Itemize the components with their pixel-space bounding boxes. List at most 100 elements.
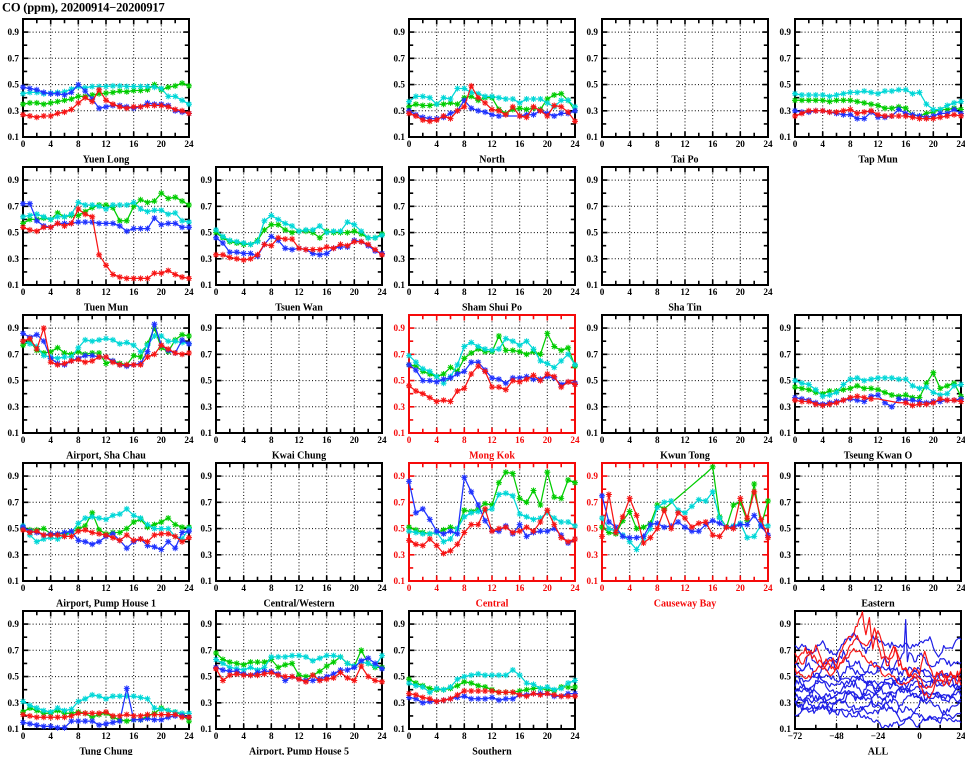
svg-text:0.5: 0.5 bbox=[587, 80, 599, 90]
svg-text:0: 0 bbox=[214, 731, 219, 741]
svg-text:0.9: 0.9 bbox=[780, 27, 792, 37]
svg-text:0.3: 0.3 bbox=[8, 550, 20, 560]
svg-text:0.9: 0.9 bbox=[8, 619, 20, 629]
svg-text:0.5: 0.5 bbox=[587, 228, 599, 238]
svg-text:16: 16 bbox=[129, 435, 139, 445]
svg-text:16: 16 bbox=[129, 287, 139, 297]
svg-text:20: 20 bbox=[157, 435, 167, 445]
svg-text:0.5: 0.5 bbox=[394, 228, 406, 238]
svg-text:0.7: 0.7 bbox=[587, 201, 599, 211]
svg-text:0.9: 0.9 bbox=[587, 323, 599, 333]
svg-text:4: 4 bbox=[627, 139, 632, 149]
svg-text:12: 12 bbox=[101, 287, 111, 297]
svg-text:4: 4 bbox=[434, 731, 439, 741]
svg-text:0.7: 0.7 bbox=[780, 497, 792, 507]
svg-text:8: 8 bbox=[76, 731, 81, 741]
svg-text:0: 0 bbox=[214, 583, 219, 593]
svg-text:16: 16 bbox=[322, 435, 332, 445]
svg-text:0.1: 0.1 bbox=[201, 428, 213, 438]
svg-text:0.5: 0.5 bbox=[201, 376, 213, 386]
svg-text:16: 16 bbox=[515, 287, 525, 297]
svg-text:4: 4 bbox=[48, 287, 53, 297]
svg-text:24: 24 bbox=[763, 287, 773, 297]
svg-text:0.3: 0.3 bbox=[394, 402, 406, 412]
svg-text:16: 16 bbox=[322, 583, 332, 593]
svg-text:16: 16 bbox=[129, 139, 139, 149]
svg-text:Causeway Bay: Causeway Bay bbox=[654, 599, 717, 610]
svg-text:4: 4 bbox=[820, 435, 825, 445]
svg-text:20: 20 bbox=[543, 583, 553, 593]
svg-text:24: 24 bbox=[184, 139, 194, 149]
svg-text:24: 24 bbox=[570, 435, 580, 445]
svg-text:0.7: 0.7 bbox=[394, 349, 406, 359]
svg-text:8: 8 bbox=[76, 139, 81, 149]
svg-text:12: 12 bbox=[101, 435, 111, 445]
svg-text:4: 4 bbox=[241, 583, 246, 593]
svg-text:4: 4 bbox=[627, 583, 632, 593]
svg-text:Southern: Southern bbox=[472, 747, 512, 756]
svg-text:16: 16 bbox=[129, 583, 139, 593]
svg-text:0.7: 0.7 bbox=[780, 645, 792, 655]
svg-text:0.5: 0.5 bbox=[201, 228, 213, 238]
svg-text:0: 0 bbox=[407, 731, 412, 741]
svg-text:16: 16 bbox=[322, 731, 332, 741]
svg-text:20: 20 bbox=[543, 435, 553, 445]
svg-text:0.1: 0.1 bbox=[394, 724, 406, 734]
svg-text:24: 24 bbox=[377, 287, 387, 297]
svg-text:0.9: 0.9 bbox=[8, 323, 20, 333]
svg-text:4: 4 bbox=[48, 435, 53, 445]
svg-text:4: 4 bbox=[434, 139, 439, 149]
svg-text:4: 4 bbox=[48, 731, 53, 741]
svg-text:0.9: 0.9 bbox=[394, 175, 406, 185]
svg-text:20: 20 bbox=[350, 583, 360, 593]
svg-text:20: 20 bbox=[929, 139, 939, 149]
svg-text:24: 24 bbox=[763, 583, 773, 593]
svg-text:16: 16 bbox=[901, 583, 911, 593]
svg-text:0.1: 0.1 bbox=[8, 724, 20, 734]
svg-text:12: 12 bbox=[680, 287, 690, 297]
svg-text:0: 0 bbox=[214, 287, 219, 297]
svg-text:20: 20 bbox=[736, 583, 746, 593]
svg-text:0.7: 0.7 bbox=[394, 497, 406, 507]
svg-text:24: 24 bbox=[956, 139, 965, 149]
svg-text:0.3: 0.3 bbox=[780, 402, 792, 412]
svg-text:0.9: 0.9 bbox=[201, 323, 213, 333]
svg-text:12: 12 bbox=[680, 583, 690, 593]
svg-text:0.9: 0.9 bbox=[201, 471, 213, 481]
svg-text:Kwun Tong: Kwun Tong bbox=[660, 451, 710, 462]
svg-text:0.9: 0.9 bbox=[8, 471, 20, 481]
svg-text:0.7: 0.7 bbox=[8, 349, 20, 359]
svg-text:0.9: 0.9 bbox=[394, 323, 406, 333]
svg-text:0: 0 bbox=[407, 287, 412, 297]
svg-text:0.5: 0.5 bbox=[394, 376, 406, 386]
svg-text:16: 16 bbox=[515, 583, 525, 593]
svg-text:8: 8 bbox=[655, 287, 660, 297]
svg-text:0.5: 0.5 bbox=[201, 524, 213, 534]
svg-text:0.5: 0.5 bbox=[8, 228, 20, 238]
svg-text:8: 8 bbox=[462, 435, 467, 445]
svg-text:16: 16 bbox=[708, 287, 718, 297]
svg-text:4: 4 bbox=[627, 287, 632, 297]
svg-text:0: 0 bbox=[917, 731, 922, 741]
svg-text:0.3: 0.3 bbox=[394, 550, 406, 560]
svg-text:8: 8 bbox=[848, 435, 853, 445]
svg-text:0.5: 0.5 bbox=[780, 376, 792, 386]
svg-text:0.3: 0.3 bbox=[587, 106, 599, 116]
svg-text:Airport, Pump House 5: Airport, Pump House 5 bbox=[249, 747, 349, 756]
svg-text:Eastern: Eastern bbox=[861, 599, 895, 610]
svg-text:0.9: 0.9 bbox=[780, 323, 792, 333]
svg-text:0.9: 0.9 bbox=[394, 27, 406, 37]
svg-text:Tuen Mun: Tuen Mun bbox=[84, 303, 129, 314]
svg-text:Tung Chung: Tung Chung bbox=[79, 747, 132, 756]
svg-text:24: 24 bbox=[377, 731, 387, 741]
svg-text:12: 12 bbox=[680, 435, 690, 445]
svg-text:0.1: 0.1 bbox=[587, 132, 599, 142]
svg-text:0.5: 0.5 bbox=[394, 672, 406, 682]
svg-text:0.3: 0.3 bbox=[201, 698, 213, 708]
svg-text:20: 20 bbox=[157, 139, 167, 149]
svg-text:12: 12 bbox=[487, 583, 497, 593]
svg-text:0.9: 0.9 bbox=[201, 619, 213, 629]
svg-text:20: 20 bbox=[157, 583, 167, 593]
svg-text:0.1: 0.1 bbox=[780, 576, 792, 586]
svg-text:0.7: 0.7 bbox=[587, 497, 599, 507]
